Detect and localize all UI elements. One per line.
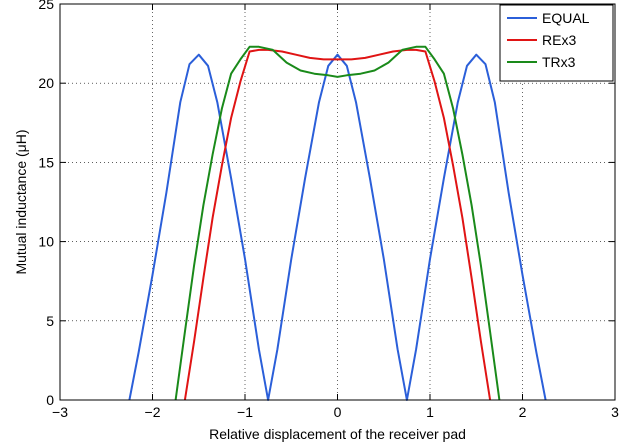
y-tick-label: 25	[38, 0, 54, 12]
legend: EQUAL REx3 TRx3	[499, 4, 614, 82]
legend-label-trx3: TRx3	[542, 54, 576, 70]
series-line-equal	[128, 53, 547, 401]
x-tick-label: 1	[426, 404, 434, 420]
x-tick-label: 0	[334, 404, 342, 420]
y-tick-label: 20	[38, 75, 54, 91]
y-tick-label: 10	[38, 234, 54, 250]
x-tick-label: −1	[237, 404, 253, 420]
x-axis-label: Relative displacement of the receiver pa…	[209, 426, 466, 442]
x-tick-label: −3	[52, 404, 68, 420]
grid	[60, 4, 615, 400]
y-tick-label: 15	[38, 154, 54, 170]
series-layer	[128, 45, 547, 401]
x-tick-label: −2	[145, 404, 161, 420]
y-tick-label: 5	[46, 313, 54, 329]
y-axis-label: Mutual inductance (μH)	[13, 129, 29, 274]
series-line-rex3	[183, 48, 492, 401]
ticks: −3 −2 −1 0 1 2 3 0 5 10 15 20 25	[38, 0, 619, 420]
x-tick-label: 3	[611, 404, 619, 420]
x-tick-label: 2	[519, 404, 527, 420]
y-tick-label: 0	[46, 392, 54, 408]
legend-label-rex3: REx3	[542, 32, 576, 48]
series-line-trx3	[174, 45, 501, 401]
legend-label-equal: EQUAL	[542, 10, 590, 26]
